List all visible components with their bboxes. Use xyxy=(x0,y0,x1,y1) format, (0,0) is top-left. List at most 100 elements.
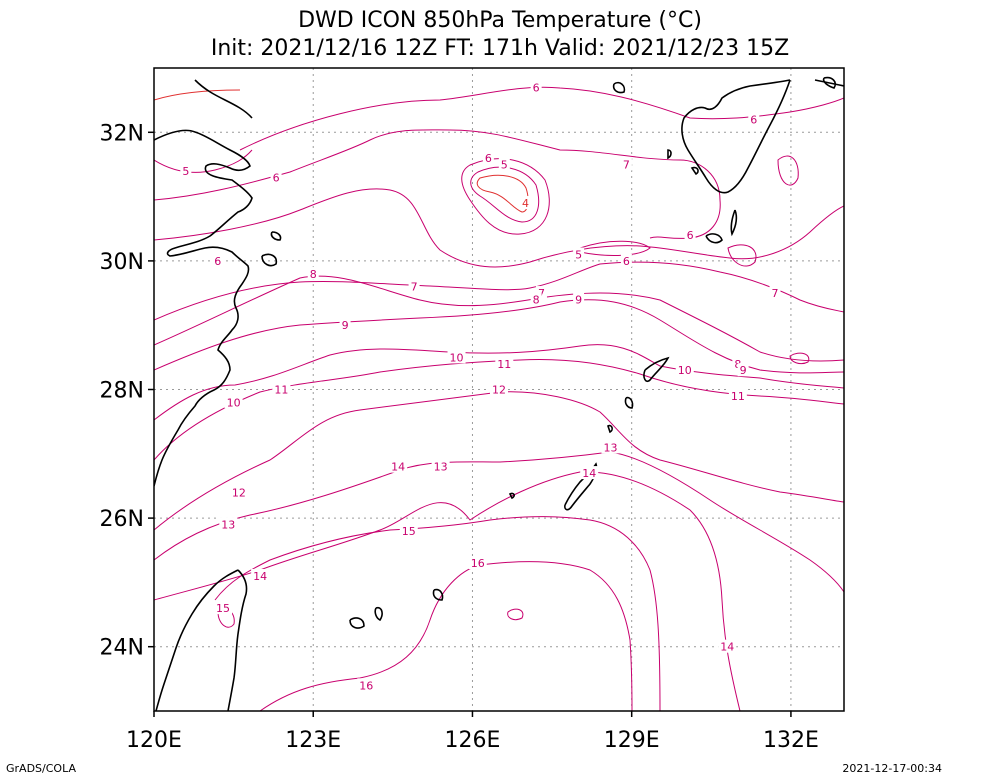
contour-14 xyxy=(154,471,741,711)
contour-cold-nw xyxy=(154,89,241,101)
contour-label-bg xyxy=(728,388,747,402)
contour-label-bg xyxy=(737,363,749,377)
contour-label: 14 xyxy=(582,467,596,480)
contour-6-cold-loop xyxy=(461,158,550,235)
contour-label: 5 xyxy=(501,158,508,171)
map-subtitle: Init: 2021/12/16 12Z FT: 171h Valid: 202… xyxy=(210,36,790,61)
lat-tick-label: 32N xyxy=(100,121,144,146)
contour-16 xyxy=(259,561,633,711)
contour-label-bg xyxy=(675,363,694,377)
contour-label-bg xyxy=(224,395,243,409)
contour-label: 9 xyxy=(342,319,349,332)
contour-label-bg xyxy=(431,459,450,473)
contour-label-bg xyxy=(357,678,376,692)
contour-label-bg xyxy=(270,170,282,184)
contour-label-bg xyxy=(580,466,599,480)
coastline-small-6 xyxy=(822,76,837,89)
contour-label: 13 xyxy=(221,519,235,532)
contour-label-bg xyxy=(498,157,510,171)
contour-label-bg xyxy=(769,286,781,300)
contour-label: 5 xyxy=(182,165,189,178)
contour-5-loop-east xyxy=(579,240,651,256)
contour-5-west xyxy=(154,149,253,173)
contour-label-bg xyxy=(748,112,760,126)
contour-11 xyxy=(154,359,844,461)
contour-label: 6 xyxy=(273,171,280,184)
contour-label-bg xyxy=(573,247,585,261)
contour-label-bg xyxy=(229,485,248,499)
contour-label-bg xyxy=(520,196,532,210)
latitude-ticks: 24N 26N 28N 30N 32N xyxy=(100,121,154,661)
coastline-china xyxy=(154,129,253,487)
contour-label-bg xyxy=(251,568,270,582)
contour-label-bg xyxy=(214,601,232,615)
contour-label-bg xyxy=(307,266,319,280)
contour-label: 6 xyxy=(687,229,694,242)
contour-8 xyxy=(154,275,844,362)
lat-tick-label: 26N xyxy=(100,507,144,532)
credit-left: GrADS/COLA xyxy=(6,762,76,775)
coastline-amami xyxy=(643,356,670,383)
lon-tick-label: 126E xyxy=(445,728,501,753)
coastline-taiwan xyxy=(155,569,248,711)
coastline-ishigaki xyxy=(349,606,383,629)
contour-13 xyxy=(154,451,844,593)
contour-10 xyxy=(154,344,844,421)
lat-tick-label: 30N xyxy=(100,250,144,275)
contour-6-loop-east xyxy=(727,244,757,267)
contour-label-bg xyxy=(482,151,494,165)
contour-label: 7 xyxy=(623,158,630,171)
contour-label: 8 xyxy=(533,293,540,306)
coastline-small-2 xyxy=(607,424,613,434)
contour-label-bg xyxy=(601,440,620,454)
contour-label: 4 xyxy=(522,197,529,210)
coastline-small-4 xyxy=(667,149,672,160)
contour-label: 6 xyxy=(485,152,492,165)
contour-label: 15 xyxy=(216,602,230,615)
contour-label: 14 xyxy=(720,641,734,654)
coastlines xyxy=(154,76,844,711)
contour-label: 12 xyxy=(232,486,246,499)
contour-label: 6 xyxy=(750,113,757,126)
contour-label-bg xyxy=(530,80,542,94)
contour-label: 6 xyxy=(214,255,221,268)
contour-label-bg xyxy=(573,292,585,306)
contour-6-west xyxy=(154,129,721,239)
contour-label: 11 xyxy=(497,358,511,371)
coastline-korea-island xyxy=(194,79,253,119)
contour-label-bg xyxy=(684,228,696,242)
contour-label: 9 xyxy=(575,293,582,306)
contour-label-bg xyxy=(399,523,418,537)
contour-label: 7 xyxy=(411,281,418,294)
contour-15 xyxy=(214,516,661,711)
contour-7-east xyxy=(154,261,844,321)
contour-label: 8 xyxy=(310,268,317,281)
contour-6-north xyxy=(239,86,844,151)
longitude-ticks: 120E 123E 126E 129E 132E xyxy=(126,711,819,753)
contour-label-bg xyxy=(530,292,542,306)
contour-label-bg xyxy=(408,279,420,293)
map-title: DWD ICON 850hPa Temperature (°C) xyxy=(298,8,702,33)
contour-label: 11 xyxy=(274,384,288,397)
coastline-yakushima xyxy=(705,233,723,244)
contour-label-bg xyxy=(495,356,514,370)
lon-tick-label: 123E xyxy=(285,728,341,753)
coastline-japan-kyushu xyxy=(681,79,791,194)
contour-label: 6 xyxy=(623,255,630,268)
coastline-japan-east xyxy=(814,79,844,87)
contour-label-bg xyxy=(219,517,238,531)
contour-label: 10 xyxy=(227,396,241,409)
coastline-zhoushan xyxy=(261,231,282,267)
contour-9 xyxy=(154,299,844,374)
lat-tick-label: 24N xyxy=(100,636,144,661)
contour-loop-south xyxy=(507,608,524,621)
coastline-small-3 xyxy=(612,81,626,94)
contour-label: 6 xyxy=(533,81,540,94)
contour-label: 14 xyxy=(253,570,267,583)
coastline-small-5 xyxy=(690,166,699,176)
coastline-daito xyxy=(624,396,634,409)
contour-5-cold-loop xyxy=(470,166,540,223)
coastline-small-1 xyxy=(508,492,515,500)
contour-label-bg xyxy=(180,163,192,177)
